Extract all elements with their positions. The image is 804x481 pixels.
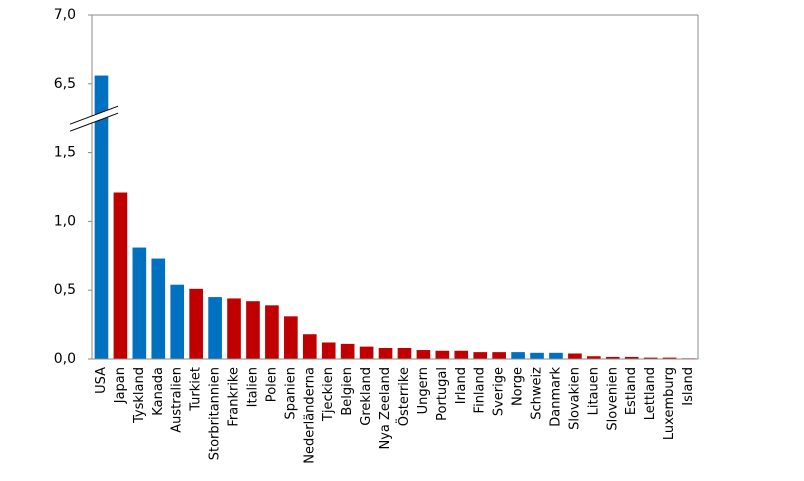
- x-tick-label: Nya Zeeland: [378, 367, 393, 450]
- axis-break-line: [69, 112, 119, 132]
- x-tick-label: Nederländerna: [302, 367, 317, 464]
- x-tick-label: Australien: [170, 367, 185, 433]
- bar: [511, 352, 525, 359]
- x-tick-label: Danmark: [548, 367, 563, 427]
- x-tick-label: Spanien: [283, 367, 298, 420]
- bar: [227, 298, 241, 359]
- bar: [587, 356, 601, 359]
- x-tick-label: Schweiz: [530, 367, 545, 420]
- x-tick-label: USA: [94, 367, 109, 394]
- bar: [189, 288, 203, 359]
- y-tick-label: 1,0: [54, 213, 76, 229]
- bar: [94, 75, 109, 359]
- x-tick-label: Island: [681, 367, 696, 406]
- bar: [473, 352, 488, 359]
- x-tick-label: Tyskland: [132, 367, 147, 424]
- x-tick-label: Litauen: [586, 367, 601, 415]
- x-tick-label: Slovenien: [605, 367, 620, 431]
- bar: [302, 334, 317, 359]
- bar: [549, 352, 563, 359]
- bar: [132, 247, 147, 359]
- x-tick-label: Japan: [113, 367, 128, 404]
- bar: [568, 353, 582, 359]
- bar: [321, 342, 336, 359]
- x-tick-label: Italien: [245, 367, 260, 407]
- bar: [643, 357, 658, 359]
- x-tick-label: Polen: [264, 367, 279, 402]
- bar: [113, 192, 128, 359]
- x-tick-label: Ungern: [416, 367, 431, 414]
- bar: [454, 350, 469, 359]
- bar: [397, 347, 412, 359]
- bar: [605, 356, 620, 359]
- x-tick-label: Slovakien: [567, 367, 582, 430]
- x-tick-label: Belgien: [340, 367, 355, 416]
- bar: [246, 301, 260, 359]
- x-tick-label: Österrike: [395, 367, 412, 426]
- x-tick-label: Frankrike: [227, 367, 242, 427]
- y-tick-label: 0,5: [54, 282, 76, 298]
- bar: [378, 347, 393, 359]
- bar: [530, 352, 544, 359]
- bar: [340, 343, 355, 359]
- y-tick-label: 1,5: [54, 145, 76, 161]
- bar: [208, 297, 222, 359]
- x-tick-label: Sverige: [492, 367, 507, 416]
- x-tick-label: Luxemburg: [662, 367, 677, 440]
- x-tick-label: Turkiet: [189, 367, 204, 412]
- bar: [359, 346, 374, 359]
- y-tick-label: 0,0: [54, 351, 76, 367]
- x-tick-label: Storbritannien: [208, 367, 223, 460]
- bar: [151, 258, 166, 359]
- x-tick-label: Irland: [454, 367, 469, 404]
- x-tick-label: Tjeckien: [321, 367, 336, 422]
- y-tick-label: 7,0: [54, 7, 76, 23]
- x-tick-label: Portugal: [435, 367, 450, 421]
- y-tick-label: 6,5: [54, 76, 76, 92]
- bar: [416, 350, 431, 359]
- x-tick-label: Finland: [473, 367, 488, 413]
- x-tick-label: Norge: [511, 367, 526, 406]
- bar: [435, 350, 450, 359]
- x-tick-label: Lettland: [643, 367, 658, 420]
- bar: [265, 305, 279, 359]
- bar: [492, 352, 506, 359]
- x-tick-label: Grekland: [359, 367, 374, 426]
- bar: [624, 356, 639, 359]
- axis-break-line: [69, 105, 119, 125]
- x-tick-label: Kanada: [151, 367, 166, 416]
- bar: [170, 284, 185, 359]
- x-tick-label: Estland: [624, 367, 639, 415]
- axis-break: [70, 106, 118, 132]
- bar: [662, 357, 677, 359]
- bar: [284, 316, 298, 359]
